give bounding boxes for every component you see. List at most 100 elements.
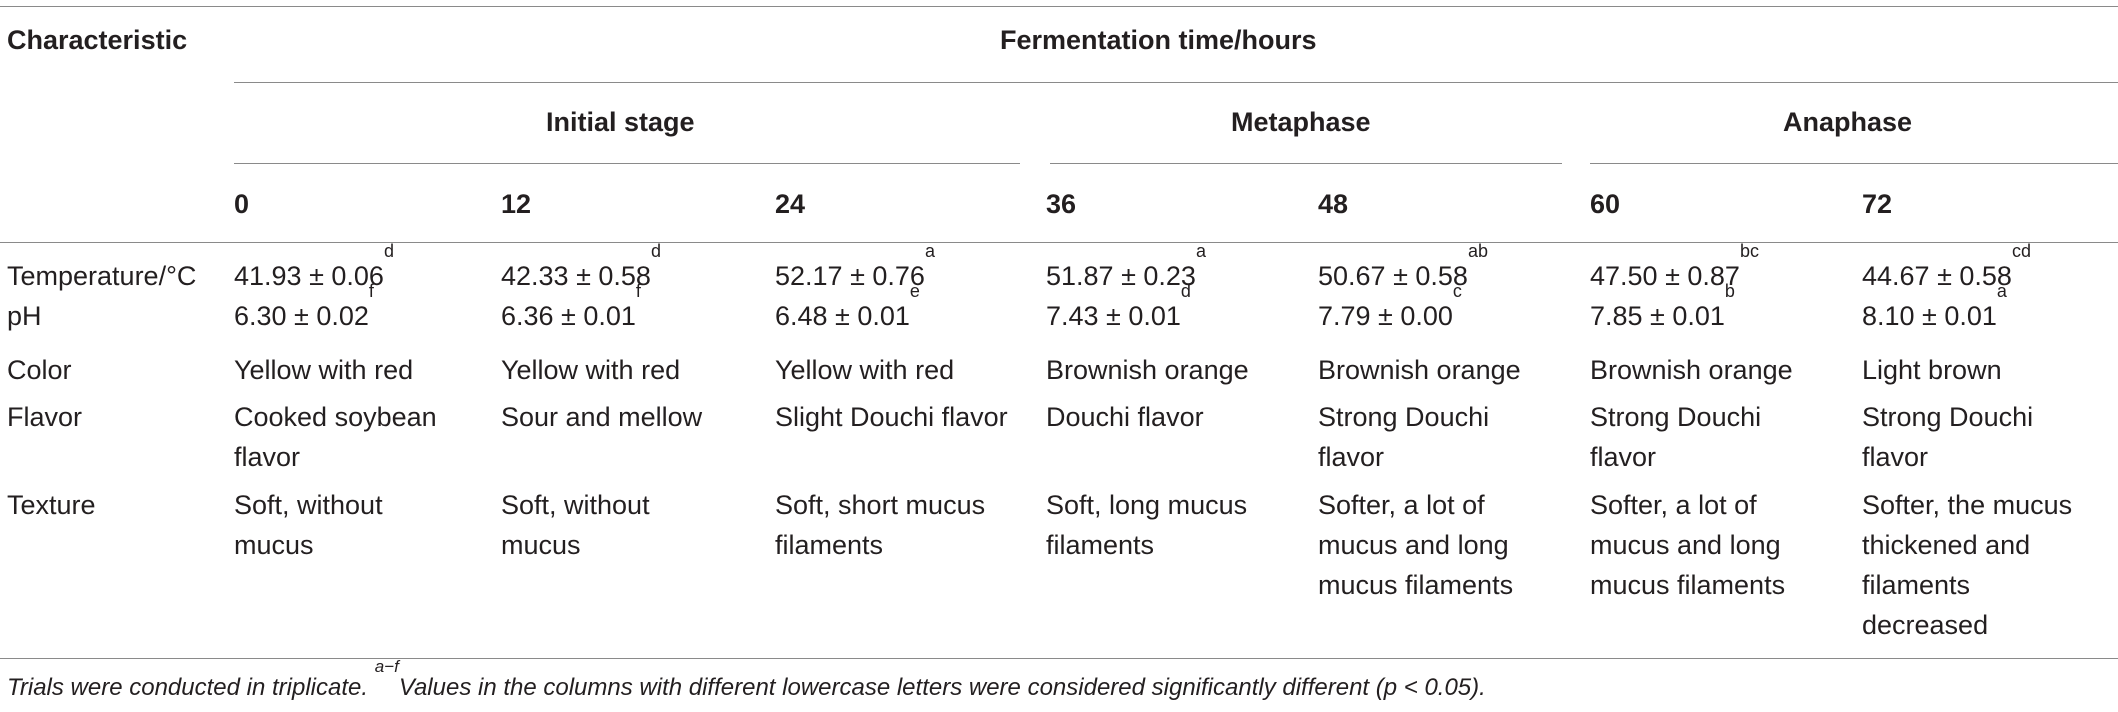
- header-bottom-rule: [0, 242, 2118, 243]
- cell-line: flavor: [234, 442, 301, 472]
- table-footnote: Trials were conducted in triplicate. a−f…: [7, 658, 1486, 703]
- significance-letter: a: [1195, 241, 1206, 261]
- cell-value: 42.33 ± 0.58: [501, 261, 651, 291]
- cell-texture-36h: Soft, long mucus filaments: [1046, 485, 1247, 565]
- cell-flavor-72h: Strong Douchi flavor: [1862, 397, 2033, 477]
- cell-line: Soft, long mucus: [1046, 490, 1248, 520]
- cell-color-36h: Brownish orange: [1046, 350, 1249, 390]
- significance-letter: cd: [2011, 241, 2031, 261]
- cell-value: 41.93 ± 0.06: [234, 261, 384, 291]
- cell-temperature-48h: 50.67 ± 0.58ab: [1318, 242, 1488, 296]
- cell-line: Douchi flavor: [1046, 402, 1204, 432]
- cell-value: 6.36 ± 0.01: [501, 301, 636, 331]
- cell-color-72h: Light brown: [1862, 350, 2002, 390]
- row-label-temperature: Temperature/°C: [7, 261, 197, 291]
- significance-letter: d: [383, 241, 394, 261]
- cell-ph-72h: 8.10 ± 0.01a: [1862, 282, 2007, 336]
- cell-value: 8.10 ± 0.01: [1862, 301, 1997, 331]
- cell-color-60h: Brownish orange: [1590, 350, 1793, 390]
- cell-line: Soft, short mucus: [775, 490, 986, 520]
- cell-line: Cooked soybean: [234, 402, 437, 432]
- fermentation-rule: [234, 82, 2118, 83]
- cell-flavor-60h: Strong Douchi flavor: [1590, 397, 1761, 477]
- significance-letter: ab: [1467, 241, 1488, 261]
- hour-header-60: 60: [1590, 189, 1621, 219]
- cell-flavor-12h: Sour and mellow: [501, 397, 702, 437]
- cell-line: mucus filaments: [1590, 570, 1786, 600]
- cell-flavor-0h: Cooked soybean flavor: [234, 397, 437, 477]
- significance-letter: bc: [1739, 241, 1759, 261]
- cell-value: 6.48 ± 0.01: [775, 301, 910, 331]
- footnote-text: Values in the columns with different low…: [398, 674, 1486, 701]
- cell-temperature-12h: 42.33 ± 0.58d: [501, 242, 661, 296]
- cell-line: Brownish orange: [1046, 355, 1249, 385]
- cell-line: Yellow with red: [775, 355, 955, 385]
- cell-temperature-60h: 47.50 ± 0.87bc: [1590, 242, 1759, 296]
- cell-temperature-72h: 44.67 ± 0.58cd: [1862, 242, 2031, 296]
- cell-ph-36h: 7.43 ± 0.01d: [1046, 282, 1191, 336]
- cell-value: 52.17 ± 0.76: [775, 261, 925, 291]
- cell-color-0h: Yellow with red: [234, 350, 413, 390]
- cell-color-24h: Yellow with red: [775, 350, 954, 390]
- cell-value: 44.67 ± 0.58: [1862, 261, 2012, 291]
- cell-texture-12h: Soft, without mucus: [501, 485, 650, 565]
- cell-color-48h: Brownish orange: [1318, 350, 1521, 390]
- cell-value: 47.50 ± 0.87: [1590, 261, 1740, 291]
- cell-line: flavor: [1590, 442, 1657, 472]
- cell-texture-72h: Softer, the mucus thickened and filaments d…: [1862, 485, 2072, 645]
- cell-line: mucus and long: [1318, 530, 1509, 560]
- cell-line: Yellow with red: [234, 355, 414, 385]
- row-label-color: Color: [7, 355, 72, 385]
- cell-texture-24h: Soft, short mucus filaments: [775, 485, 985, 565]
- cell-temperature-24h: 52.17 ± 0.76a: [775, 242, 935, 296]
- hour-header-12: 12: [501, 189, 532, 219]
- stage-initial-header: Initial stage: [546, 107, 695, 137]
- cell-flavor-36h: Douchi flavor: [1046, 397, 1204, 437]
- cell-line: mucus: [501, 530, 581, 560]
- cell-value: 51.87 ± 0.23: [1046, 261, 1196, 291]
- cell-line: Strong Douchi: [1590, 402, 1762, 432]
- cell-value: 6.30 ± 0.02: [234, 301, 369, 331]
- cell-texture-48h: Softer, a lot of mucus and long mucus fila…: [1318, 485, 1513, 605]
- significance-letter: a: [1996, 281, 2007, 301]
- cell-temperature-36h: 51.87 ± 0.23a: [1046, 242, 1206, 296]
- cell-line: Strong Douchi: [1318, 402, 1490, 432]
- hour-header-36: 36: [1046, 189, 1077, 219]
- metaphase-rule: [1050, 163, 1562, 164]
- stage-anaphase-header: Anaphase: [1783, 107, 1913, 137]
- cell-flavor-48h: Strong Douchi flavor: [1318, 397, 1489, 477]
- cell-line: flavor: [1318, 442, 1385, 472]
- row-label-ph: pH: [7, 301, 42, 331]
- cell-line: mucus: [234, 530, 314, 560]
- stage-metaphase-header: Metaphase: [1231, 107, 1371, 137]
- hour-header-48: 48: [1318, 189, 1349, 219]
- cell-line: Softer, the mucus: [1862, 490, 2073, 520]
- hour-header-72: 72: [1862, 189, 1893, 219]
- row-label-flavor: Flavor: [7, 402, 83, 432]
- significance-letter: a: [924, 241, 935, 261]
- cell-line: Slight Douchi flavor: [775, 402, 1008, 432]
- anaphase-rule: [1590, 163, 2118, 164]
- cell-line: Brownish orange: [1318, 355, 1521, 385]
- cell-line: flavor: [1862, 442, 1929, 472]
- hour-header-0: 0: [234, 189, 250, 219]
- significance-letter: b: [1724, 281, 1735, 301]
- cell-ph-0h: 6.30 ± 0.02f: [234, 282, 374, 336]
- cell-flavor-24h: Slight Douchi flavor: [775, 397, 1008, 437]
- row-label-texture: Texture: [7, 490, 96, 520]
- cell-line: Softer, a lot of: [1318, 490, 1485, 520]
- cell-line: filaments: [775, 530, 884, 560]
- cell-ph-48h: 7.79 ± 0.00c: [1318, 282, 1462, 336]
- cell-texture-60h: Softer, a lot of mucus and long mucus fila…: [1590, 485, 1785, 605]
- cell-line: Soft, without: [234, 490, 383, 520]
- significance-letter: e: [909, 281, 920, 301]
- fermentation-time-header: Fermentation time/hours: [1000, 25, 1317, 55]
- footnote-lead: Trials were conducted in triplicate.: [7, 674, 375, 701]
- cell-line: mucus filaments: [1318, 570, 1514, 600]
- cell-line: decreased: [1862, 610, 1989, 640]
- cell-line: Softer, a lot of: [1590, 490, 1757, 520]
- cell-ph-60h: 7.85 ± 0.01b: [1590, 282, 1735, 336]
- cell-value: 50.67 ± 0.58: [1318, 261, 1468, 291]
- significance-letter: f: [635, 281, 641, 301]
- footnote-superscript: a−f: [374, 657, 399, 676]
